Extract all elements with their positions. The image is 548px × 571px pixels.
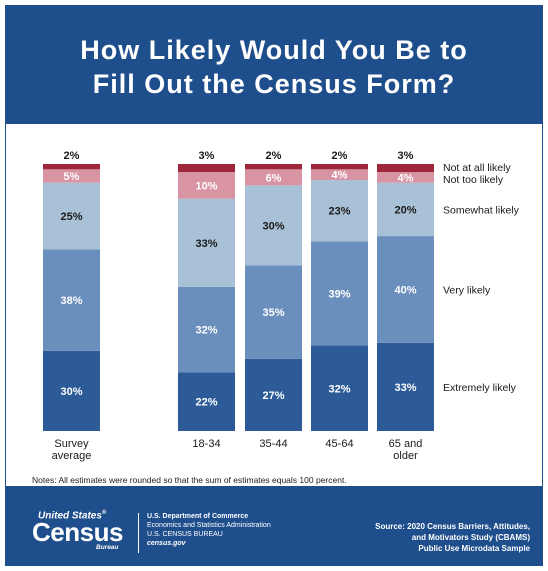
logo-bureau: Bureau [96, 544, 119, 551]
label-65-and-older-very-likely: 40% [394, 284, 416, 296]
bar-survey-average-extremely-likely [43, 350, 100, 431]
bar-35-44-extremely-likely [245, 358, 302, 431]
bar-35-44-not-too-likely [245, 169, 302, 186]
label-65-and-older-not-at-all-likely: 3% [398, 150, 414, 162]
source-line-2: and Motivators Study (CBAMS) [411, 533, 530, 542]
label-45-64-extremely-likely: 32% [328, 383, 350, 395]
legend-not-at-all-likely: Not at all likely [443, 162, 511, 174]
bar-35-44-somewhat-likely [245, 185, 302, 266]
bar-survey-average-not-too-likely [43, 169, 100, 183]
bar-survey-average-not-at-all-likely [43, 164, 100, 170]
label-35-44-somewhat-likely: 30% [262, 220, 284, 232]
bar-65-and-older-somewhat-likely [377, 182, 434, 237]
label-35-44-extremely-likely: 27% [262, 390, 284, 402]
bar-45-64-not-at-all-likely [311, 164, 368, 170]
label-35-44-very-likely: 35% [262, 307, 284, 319]
category-label-65-and-older-2: older [393, 450, 418, 462]
bar-35-44-very-likely [245, 265, 302, 359]
bar-18-34-somewhat-likely [178, 198, 235, 287]
label-65-and-older-not-too-likely: 4% [398, 172, 414, 184]
department-info: U.S. Department of Commerce Economics an… [147, 512, 271, 548]
label-survey-average-very-likely: 38% [60, 295, 82, 307]
label-45-64-very-likely: 39% [328, 288, 350, 300]
category-label-65-and-older-1: 65 and [389, 438, 423, 450]
label-35-44-not-at-all-likely: 2% [266, 150, 282, 162]
dept-line-3: U.S. CENSUS BUREAU [147, 531, 223, 538]
source-line-3: Public Use Microdata Sample [418, 544, 530, 553]
label-65-and-older-extremely-likely: 33% [394, 382, 416, 394]
bar-65-and-older-not-too-likely [377, 172, 434, 183]
label-18-34-very-likely: 32% [195, 325, 217, 337]
footer-separator [138, 513, 139, 553]
footer-banner: United States® Census Bureau U.S. Depart… [6, 486, 542, 565]
bar-45-64-not-too-likely [311, 169, 368, 181]
infographic-frame: How Likely Would You Be to Fill Out the … [5, 5, 543, 566]
category-label-survey-average-1: Survey [54, 438, 89, 450]
category-label-survey-average-2: average [52, 450, 92, 462]
bar-18-34-not-too-likely [178, 172, 235, 199]
bar-18-34-extremely-likely [178, 372, 235, 431]
label-35-44-not-too-likely: 6% [266, 172, 282, 184]
dept-line-2: Economics and Statistics Administration [147, 522, 271, 529]
label-survey-average-not-at-all-likely: 2% [64, 150, 80, 162]
category-label-45-64-1: 45-64 [325, 438, 353, 450]
bar-65-and-older-extremely-likely [377, 342, 434, 431]
notes-text: Notes: All estimates were rounded so tha… [32, 475, 347, 485]
dept-line-4: census.gov [147, 540, 186, 547]
label-survey-average-somewhat-likely: 25% [60, 211, 82, 223]
logo-registered-mark: ® [101, 510, 107, 516]
label-45-64-not-too-likely: 4% [332, 170, 348, 182]
bar-35-44-not-at-all-likely [245, 164, 302, 170]
bar-45-64-extremely-likely [311, 345, 368, 431]
census-logo: Census [32, 517, 123, 547]
bar-18-34-not-at-all-likely [178, 164, 235, 173]
label-survey-average-not-too-likely: 5% [64, 171, 80, 183]
label-45-64-not-at-all-likely: 2% [332, 150, 348, 162]
category-label-18-34-1: 18-34 [192, 438, 220, 450]
legend-very-likely: Very likely [443, 284, 491, 296]
label-18-34-extremely-likely: 22% [195, 397, 217, 409]
title-line-1: How Likely Would You Be to [80, 35, 468, 65]
label-65-and-older-somewhat-likely: 20% [394, 204, 416, 216]
bar-18-34-very-likely [178, 286, 235, 373]
logo-top-text: United States [38, 510, 102, 522]
chart-title: How Likely Would You Be to Fill Out the … [6, 33, 542, 101]
bar-65-and-older-very-likely [377, 236, 434, 343]
bar-survey-average-very-likely [43, 249, 100, 351]
legend-extremely-likely: Extremely likely [443, 382, 517, 394]
label-18-34-not-too-likely: 10% [195, 180, 217, 192]
header-banner: How Likely Would You Be to Fill Out the … [6, 6, 542, 124]
bar-survey-average-somewhat-likely [43, 182, 100, 250]
bar-45-64-somewhat-likely [311, 180, 368, 242]
bar-45-64-very-likely [311, 241, 368, 346]
legend-somewhat-likely: Somewhat likely [443, 204, 520, 216]
bar-65-and-older-not-at-all-likely [377, 164, 434, 173]
label-18-34-not-at-all-likely: 3% [199, 150, 215, 162]
legend-not-too-likely: Not too likely [443, 174, 504, 186]
logo-united-states: United States® [38, 510, 106, 521]
label-survey-average-extremely-likely: 30% [60, 386, 82, 398]
category-label-35-44-1: 35-44 [259, 438, 287, 450]
label-18-34-somewhat-likely: 33% [195, 238, 217, 250]
dept-line-1: U.S. Department of Commerce [147, 513, 249, 520]
title-line-2: Fill Out the Census Form? [92, 69, 456, 99]
source-info: Source: 2020 Census Barriers, Attitudes,… [310, 521, 530, 554]
label-45-64-somewhat-likely: 23% [328, 206, 350, 218]
source-line-1: Source: 2020 Census Barriers, Attitudes, [375, 522, 530, 531]
